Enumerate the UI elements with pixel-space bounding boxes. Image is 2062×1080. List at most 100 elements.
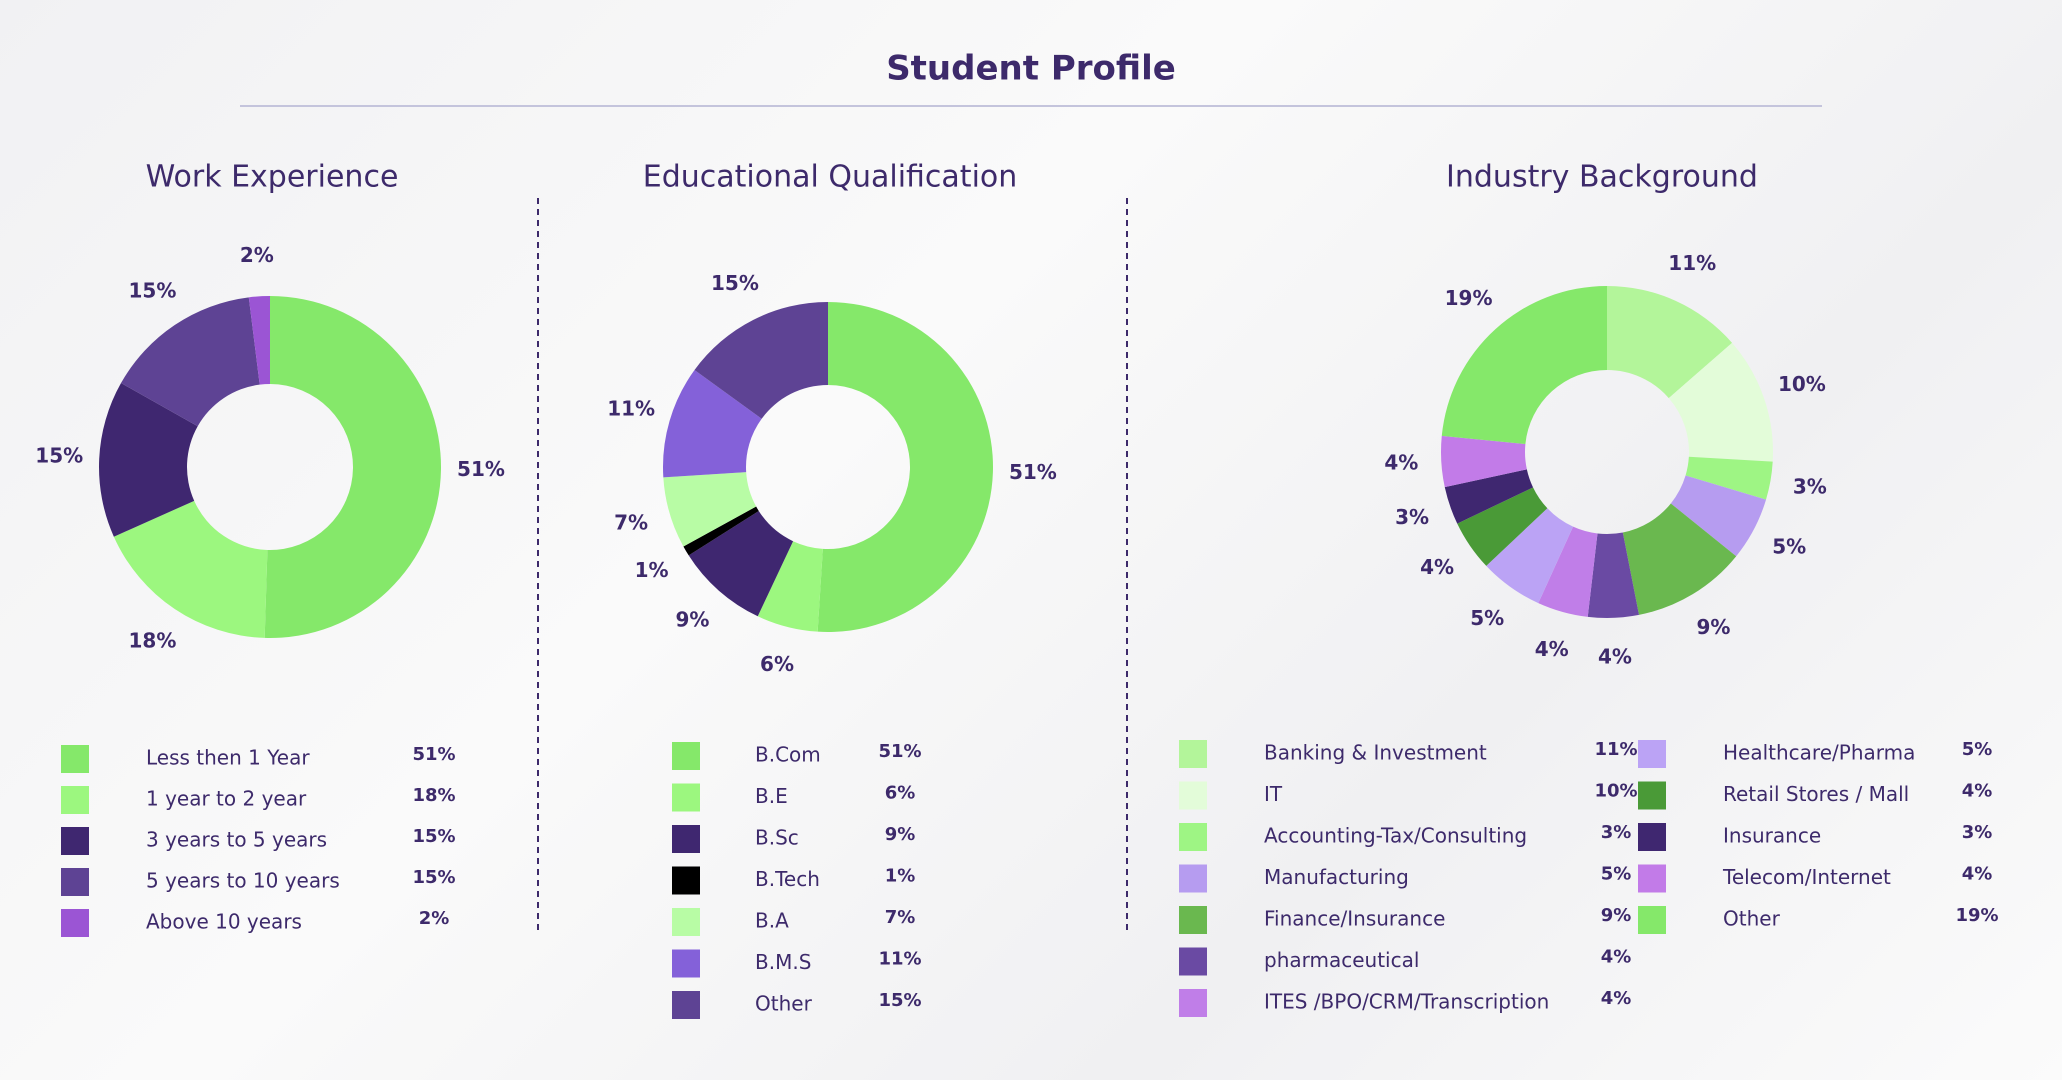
legend-value: 2% [419,908,450,929]
data-label: 6% [760,652,794,676]
legend-value: 3% [1601,822,1632,843]
legend-value: 15% [878,990,921,1011]
legend-value: 5% [1962,739,1993,760]
legend-label: Less then 1 Year [146,746,310,770]
legend-label: Finance/Insurance [1264,907,1445,931]
legend-swatch [61,827,89,855]
donut-slice [688,510,794,617]
legend-swatch [1638,740,1666,768]
legend-label: Accounting-Tax/Consulting [1264,824,1527,848]
legend-label: B.Tech [755,867,820,891]
data-label: 4% [1420,555,1454,579]
chart-title: Work Experience [146,160,399,195]
donut-slice [1486,508,1574,604]
data-label: 10% [1778,372,1826,396]
data-label: 18% [128,629,176,653]
legend-label: B.E [755,784,788,808]
legend-value: 51% [878,741,921,762]
legend-label: IT [1264,782,1283,806]
legend-value: 10% [1594,781,1637,802]
legend-label: Other [755,992,813,1016]
legend-swatch [1638,823,1666,851]
legend-value: 4% [1962,781,1993,802]
legend-value: 51% [412,744,455,765]
legend-swatch [672,908,700,936]
legend-swatch [672,949,700,978]
donut-slice [264,296,441,638]
donut-slice [694,302,828,419]
data-label: 4% [1598,644,1632,668]
legend-value: 15% [412,867,455,888]
data-label: 4% [1384,450,1418,474]
donut-slice [683,506,759,556]
legend-value: 3% [1962,822,1993,843]
legend-value: 6% [885,783,916,804]
legend-swatch [61,868,89,896]
legend-label: pharmaceutical [1264,948,1419,972]
data-label: 15% [35,444,83,468]
data-label: 51% [457,457,505,481]
legend-value: 9% [1601,905,1632,926]
legend-label: Above 10 years [146,910,302,934]
legend-swatch [1179,947,1207,976]
data-label: 9% [1696,615,1730,639]
legend-label: Other [1723,907,1781,931]
legend-label: Healthcare/Pharma [1723,741,1915,765]
data-label: 3% [1793,474,1827,498]
legend-label: B.A [755,909,789,933]
data-label: 2% [240,243,274,267]
donut-slice [663,370,762,478]
legend-value: 1% [885,866,916,887]
legend-swatch [1638,781,1666,810]
legend-swatch [1179,864,1207,893]
legend-swatch [1179,906,1207,934]
donut-slice [757,541,823,632]
legend-value: 4% [1601,947,1632,968]
donut-slice [1538,526,1598,617]
donut-slice [113,500,268,638]
legend-swatch [1638,864,1666,893]
legend-value: 11% [878,949,921,970]
legend-label: Insurance [1723,824,1821,848]
data-label: 11% [607,396,655,420]
legend-swatch [672,742,700,770]
donut-slice [1441,286,1607,445]
legend-value: 18% [412,785,455,806]
legend-label: Manufacturing [1264,865,1409,889]
legend-swatch [1638,906,1666,934]
legend-value: 11% [1594,739,1637,760]
legend-label: B.Sc [755,826,799,850]
legend-value: 4% [1962,864,1993,885]
legend-label: B.M.S [755,950,811,974]
legend-swatch [672,991,700,1019]
donut-slice [1670,475,1767,557]
donut-slice [663,472,757,547]
data-label: 7% [614,511,648,535]
legend-swatch [61,909,89,937]
data-label: 3% [1395,505,1429,529]
donut-slice [98,383,198,537]
donut-slice [1668,342,1773,462]
donut-slice [817,302,993,632]
donut-slice [1441,435,1527,488]
legend-swatch [61,745,89,773]
legend-value: 7% [885,907,916,928]
chart-title: Industry Background [1446,160,1758,195]
legend-label: Banking & Investment [1264,741,1487,765]
legend-value: 4% [1601,988,1632,1009]
legend-value: 19% [1955,905,1998,926]
data-label: 11% [1668,251,1716,275]
legend-value: 15% [412,826,455,847]
legend-label: Retail Stores / Mall [1723,782,1909,806]
data-label: 5% [1470,606,1504,630]
legend-label: 5 years to 10 years [146,869,340,893]
data-label: 9% [675,607,709,631]
legend-label: 3 years to 5 years [146,828,327,852]
legend-value: 9% [885,824,916,845]
data-label: 15% [711,271,759,295]
legend-swatch [672,783,700,812]
legend-label: 1 year to 2 year [146,787,307,811]
donut-slice [1622,503,1737,615]
donut-slice [1587,532,1639,618]
data-label: 51% [1009,460,1057,484]
